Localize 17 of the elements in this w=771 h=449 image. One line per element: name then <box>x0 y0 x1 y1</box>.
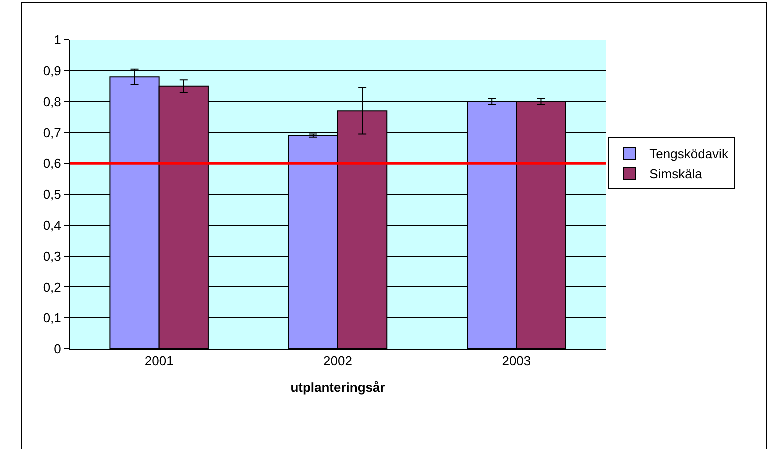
y-tick-label: 0,9 <box>43 63 62 78</box>
y-tick-label: 0,3 <box>43 248 62 264</box>
y-tick-label: 0,2 <box>43 280 62 295</box>
y-tick-label: 1 <box>54 32 62 48</box>
y-tick-label: 0,1 <box>43 310 62 326</box>
x-tick-label: 2003 <box>502 354 532 369</box>
y-tick-label: 0 <box>54 342 62 357</box>
y-tick-label: 0,5 <box>43 187 62 202</box>
x-tick-label: 2001 <box>144 354 174 369</box>
y-tick-label: 0,7 <box>43 125 62 140</box>
y-tick-label: 0,8 <box>43 94 62 110</box>
legend-label: Simskäla <box>650 166 704 182</box>
legend-label: Tengsködavik <box>650 146 729 162</box>
x-tick-label: 2002 <box>324 354 352 369</box>
y-tick-label: 0,4 <box>43 218 62 233</box>
y-tick-label: 0,6 <box>43 156 62 172</box>
x-axis-title: utplanteringsår <box>290 380 386 396</box>
